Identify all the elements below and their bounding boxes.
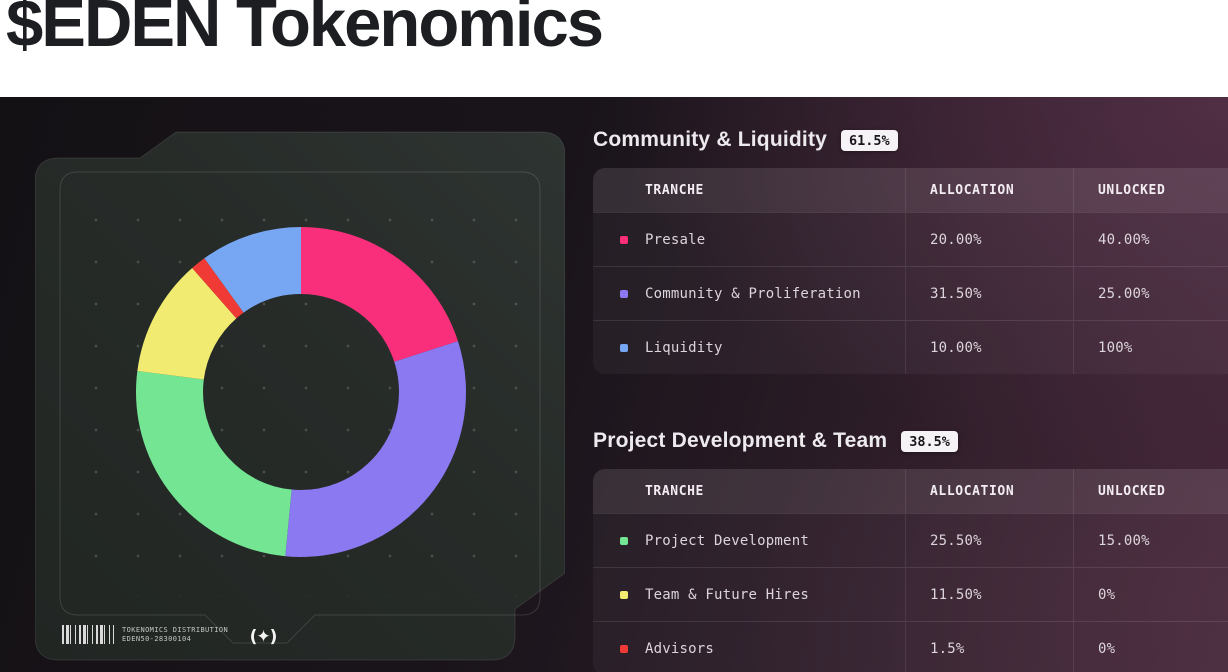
- allocation-value: 31.50%: [930, 285, 982, 302]
- card-background-shape: [35, 131, 565, 661]
- section-title: Project Development & Team: [593, 429, 888, 452]
- allocation-value: 25.50%: [930, 532, 982, 549]
- column-header-allocation: ALLOCATION: [905, 469, 1073, 513]
- stamp-title: TOKENOMICS DISTRIBUTION: [122, 625, 229, 634]
- community-liquidity-table: TRANCHE ALLOCATION UNLOCKED Presale 20.0…: [593, 168, 1228, 374]
- column-header-tranche: TRANCHE: [645, 483, 704, 499]
- legend-swatch: [620, 235, 628, 244]
- tranche-name: Project Development: [645, 532, 809, 549]
- table-header-row: TRANCHE ALLOCATION UNLOCKED: [593, 469, 1228, 513]
- eden-logo-icon: (✦): [249, 627, 278, 647]
- unlocked-value: 0%: [1098, 586, 1116, 603]
- section-title: Community & Liquidity: [593, 128, 828, 151]
- unlocked-value: 0%: [1098, 640, 1116, 657]
- tranche-name: Liquidity: [645, 339, 723, 356]
- donut-chart: [136, 227, 466, 557]
- legend-swatch: [620, 289, 628, 298]
- table-row: Team & Future Hires 11.50% 0%: [593, 567, 1228, 621]
- section-percentage-badge: 61.5%: [841, 129, 898, 151]
- tranche-name: Advisors: [645, 640, 715, 657]
- card-inner-border: [59, 171, 541, 644]
- unlocked-value: 100%: [1098, 339, 1133, 356]
- tokenomics-panel: TOKENOMICS DISTRIBUTION EDEN50-28300104 …: [0, 97, 1228, 672]
- allocation-tables: Community & Liquidity 61.5% TRANCHE ALLO…: [593, 97, 1228, 672]
- stamp-serial: EDEN50-28300104: [122, 634, 192, 643]
- allocation-value: 10.00%: [930, 339, 982, 356]
- page-title: $EDEN Tokenomics: [6, 0, 604, 61]
- tranche-name: Presale: [645, 231, 706, 248]
- tranche-name: Community & Proliferation: [645, 285, 861, 302]
- donut-segment: [136, 227, 466, 557]
- legend-swatch: [620, 644, 628, 653]
- unlocked-value: 40.00%: [1098, 231, 1150, 248]
- table-row: Project Development 25.50% 15.00%: [593, 513, 1228, 567]
- unlocked-value: 15.00%: [1098, 532, 1150, 549]
- table-row: Community & Proliferation 31.50% 25.00%: [593, 266, 1228, 320]
- chart-card: TOKENOMICS DISTRIBUTION EDEN50-28300104 …: [35, 130, 565, 663]
- table-row: Advisors 1.5% 0%: [593, 621, 1228, 672]
- column-header-allocation: ALLOCATION: [905, 168, 1073, 212]
- table-row: Presale 20.00% 40.00%: [593, 212, 1228, 266]
- allocation-value: 11.50%: [930, 586, 982, 603]
- barcode-icon: [62, 625, 114, 644]
- allocation-value: 1.5%: [930, 640, 965, 657]
- table-row: Liquidity 10.00% 100%: [593, 320, 1228, 374]
- table-header-row: TRANCHE ALLOCATION UNLOCKED: [593, 168, 1228, 212]
- section-percentage-badge: 38.5%: [901, 430, 958, 452]
- column-header-unlocked: UNLOCKED: [1073, 168, 1228, 212]
- unlocked-value: 25.00%: [1098, 285, 1150, 302]
- stamp: TOKENOMICS DISTRIBUTION EDEN50-28300104: [62, 625, 228, 644]
- donut-segment: [136, 227, 466, 557]
- allocation-value: 20.00%: [930, 231, 982, 248]
- donut-chart-svg: [136, 227, 466, 557]
- column-header-unlocked: UNLOCKED: [1073, 469, 1228, 513]
- section-project-development-header: Project Development & Team 38.5%: [593, 428, 1228, 454]
- section-community-liquidity-header: Community & Liquidity 61.5%: [593, 127, 1228, 153]
- legend-swatch: [620, 343, 628, 352]
- legend-swatch: [620, 590, 628, 599]
- column-header-tranche: TRANCHE: [645, 182, 704, 198]
- donut-segment: [136, 227, 466, 557]
- tranche-name: Team & Future Hires: [645, 586, 809, 603]
- legend-swatch: [620, 536, 628, 545]
- project-development-table: TRANCHE ALLOCATION UNLOCKED Project Deve…: [593, 469, 1228, 672]
